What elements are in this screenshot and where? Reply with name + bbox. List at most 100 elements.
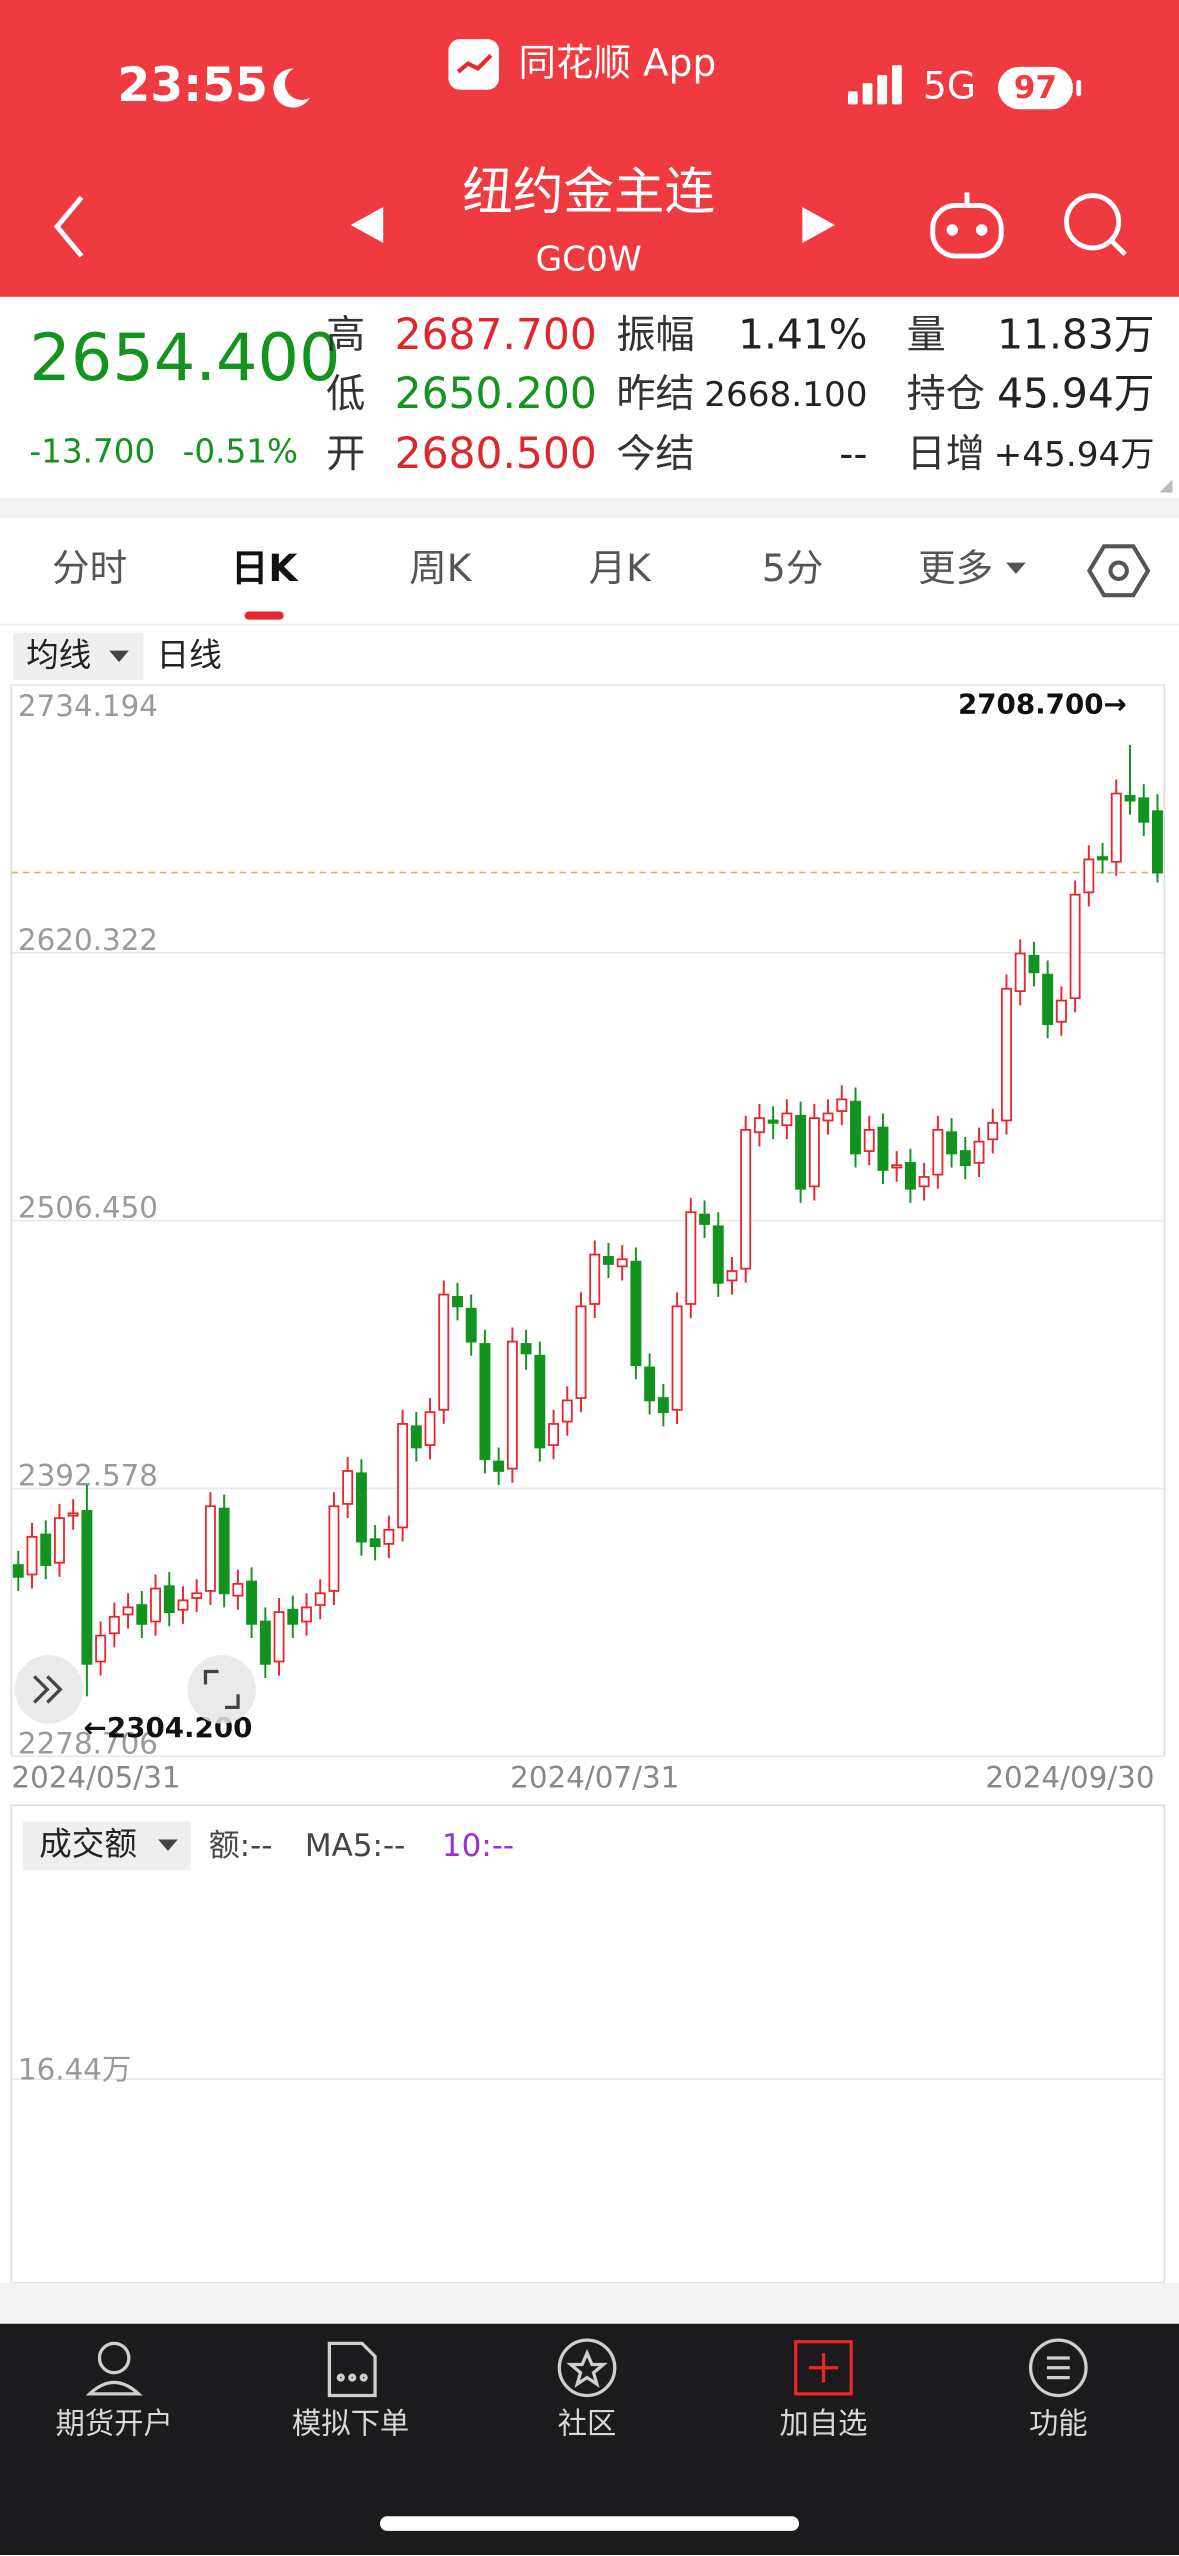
candle-body xyxy=(644,1366,656,1402)
moon-icon xyxy=(273,68,310,108)
candle-body xyxy=(973,1140,985,1164)
candle-body xyxy=(273,1611,285,1663)
candle-body xyxy=(602,1256,614,1265)
stat-value: 2680.500 xyxy=(395,429,597,478)
search-button[interactable] xyxy=(1064,193,1127,257)
change-pct: -0.51% xyxy=(183,432,298,470)
candle-body xyxy=(877,1126,889,1171)
stat-label: 昨结 xyxy=(616,372,694,417)
candle-body xyxy=(12,1564,24,1578)
candle-body xyxy=(410,1425,422,1449)
nav-item[interactable]: 模拟下单 xyxy=(292,2406,409,2440)
price: 2654.400 xyxy=(29,320,340,396)
stat-label: 开 xyxy=(326,432,365,477)
stat-value: 11.83万 xyxy=(997,311,1154,359)
candle-body xyxy=(95,1634,107,1663)
nav-item[interactable]: 社区 xyxy=(558,2406,617,2440)
nav-code: GC0W xyxy=(536,239,642,279)
tab[interactable]: 周K xyxy=(409,546,472,590)
stat-value: 2650.200 xyxy=(395,369,597,418)
settings-button[interactable] xyxy=(1086,544,1151,598)
status-app: 同花顺 App xyxy=(519,41,717,85)
back-button[interactable] xyxy=(53,195,84,258)
candle-body xyxy=(699,1213,710,1225)
stat-label: 日增 xyxy=(907,432,985,477)
candle-body xyxy=(452,1296,463,1308)
nav-item[interactable]: 加自选 xyxy=(779,2406,867,2440)
volume-tick-label: 16.44万 xyxy=(18,2053,131,2087)
candle-body xyxy=(616,1258,628,1268)
candle-body xyxy=(589,1253,601,1305)
watchlist-icon xyxy=(794,2340,853,2396)
bottom-gap xyxy=(0,2282,1179,2324)
separator xyxy=(0,497,1179,519)
watchlist-plus xyxy=(808,2353,839,2383)
signal-icon xyxy=(847,65,902,105)
candle-body xyxy=(328,1505,340,1592)
nav-item[interactable]: 功能 xyxy=(1029,2406,1088,2440)
candle-body xyxy=(740,1129,752,1270)
candle-body xyxy=(369,1538,381,1548)
candle-body xyxy=(301,1606,312,1623)
candle-body xyxy=(1083,858,1095,894)
candle-body xyxy=(987,1121,999,1141)
candle-body xyxy=(630,1260,642,1367)
candle-body xyxy=(1110,792,1122,863)
stat-value: +45.94万 xyxy=(994,435,1155,475)
tab-active[interactable]: 日K xyxy=(231,546,299,590)
stat-label: 高 xyxy=(326,313,365,358)
candle-body xyxy=(657,1397,669,1414)
fullscreen-button[interactable] xyxy=(187,1655,257,1724)
candle-body xyxy=(1069,893,1081,1000)
candle-body xyxy=(479,1343,491,1461)
network: 5G xyxy=(923,64,976,108)
x-tick-label: 2024/07/31 xyxy=(510,1761,679,1795)
candle-body xyxy=(712,1225,724,1284)
candle-body xyxy=(122,1606,134,1616)
candle-body xyxy=(932,1129,944,1176)
candle-body xyxy=(891,1164,903,1169)
tab-underline xyxy=(244,611,284,620)
prev-button[interactable] xyxy=(350,207,384,243)
header-bg xyxy=(0,0,1179,297)
period-label: 日线 xyxy=(157,636,222,674)
volume-ma5: MA5:-- xyxy=(305,1828,405,1864)
candle-body xyxy=(232,1582,244,1597)
stat-value: -- xyxy=(839,432,867,477)
battery-tip xyxy=(1076,79,1082,97)
stat-label: 今结 xyxy=(616,432,694,477)
battery-level: 97 xyxy=(1014,70,1057,106)
candle-body xyxy=(904,1161,916,1190)
tab[interactable]: 月K xyxy=(589,546,652,590)
candle-body xyxy=(465,1307,477,1343)
tab[interactable]: 5分 xyxy=(762,546,823,590)
candle-chart: 2278.706 2392.578 2506.450 2620.322 2734.194… xyxy=(11,684,1165,1795)
nav-item[interactable]: 期货开户 xyxy=(55,2406,172,2440)
fullscreen-icon xyxy=(203,1669,240,1709)
stat-label: 持仓 xyxy=(907,372,985,417)
indicator-label: 均线 xyxy=(26,636,91,674)
candle-body xyxy=(685,1211,697,1305)
candle-body xyxy=(959,1150,971,1167)
robot-button[interactable] xyxy=(930,192,1004,259)
candle-body xyxy=(795,1114,807,1190)
candle-body xyxy=(81,1510,93,1665)
expand-corner[interactable] xyxy=(1159,479,1173,493)
volume-indicator-button[interactable] xyxy=(22,1821,191,1871)
candle-body xyxy=(767,1119,779,1124)
volume-amount: 额:-- xyxy=(209,1828,273,1864)
candle-body xyxy=(822,1112,834,1122)
max-annotation: 2708.700→ xyxy=(958,688,1127,721)
candle-body xyxy=(355,1472,367,1543)
candle-body xyxy=(1138,797,1150,823)
candle-body xyxy=(191,1592,203,1599)
home-indicator xyxy=(379,2516,800,2531)
y-tick-label: 2620.322 xyxy=(18,923,158,957)
tab[interactable]: 分时 xyxy=(52,546,127,590)
tab[interactable]: 更多 xyxy=(918,546,993,590)
candle-body xyxy=(53,1517,65,1564)
candle-body xyxy=(259,1620,271,1665)
change: -13.700 xyxy=(29,432,155,470)
next-button[interactable] xyxy=(802,207,835,243)
